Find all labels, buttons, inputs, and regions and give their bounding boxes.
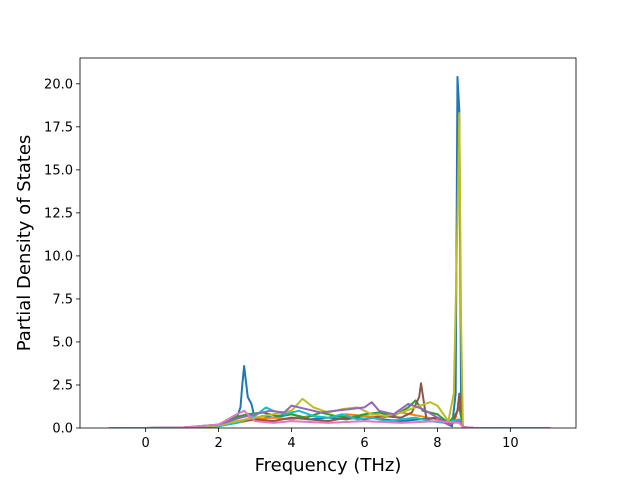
x-tick-label: 6 [360,436,368,451]
axes-frame [79,57,577,429]
y-tick-label: 12.5 [44,206,73,221]
x-axis-title: Frequency (THz) [255,455,402,476]
plot-area [109,75,551,428]
x-tick-label: 2 [214,436,222,451]
x-tick-label: 8 [433,436,441,451]
y-tick-label: 10.0 [44,249,73,264]
x-axis-ticks: 0 2 4 6 8 10 [142,428,519,451]
series-line-4 [109,382,551,428]
y-tick-label: 17.5 [44,120,73,135]
y-tick-label: 20.0 [44,77,73,92]
x-tick-label: 10 [502,436,519,451]
y-tick-label: 7.5 [52,292,73,307]
series-line-7 [109,401,551,428]
series-line-1 [109,75,551,428]
x-tick-label: 0 [142,436,150,451]
series-line-3 [109,399,551,428]
y-tick-label: 2.5 [52,378,73,393]
y-tick-label: 5.0 [52,335,73,350]
y-tick-label: 15.0 [44,163,73,178]
y-tick-label: 0.0 [52,422,73,437]
series-line-8 [109,409,551,428]
x-tick-label: 4 [287,436,295,451]
series-line-6 [109,112,551,428]
y-axis-ticks: 0.0 2.5 5.0 7.5 10.0 12.5 15.0 17.5 20.0 [44,77,80,437]
y-axis-title: Partial Density of States [14,135,35,352]
